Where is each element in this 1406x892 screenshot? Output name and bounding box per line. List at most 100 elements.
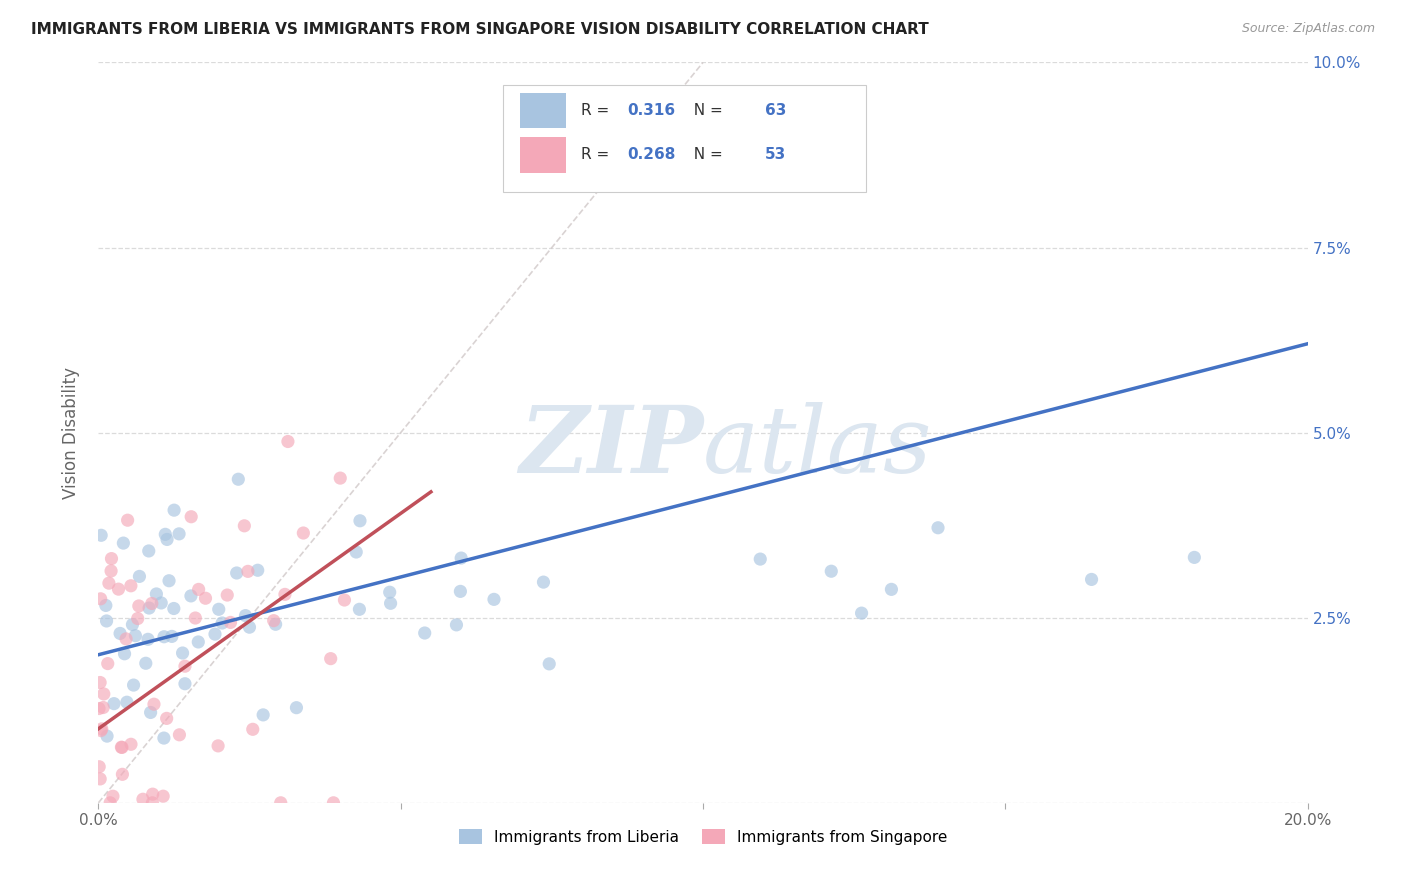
Point <box>90 528 112 542</box>
Point <box>277 434 299 449</box>
Point <box>143 697 166 711</box>
Point <box>156 711 179 725</box>
Point <box>160 629 183 643</box>
Point <box>380 596 402 610</box>
Point <box>187 635 209 649</box>
Point <box>89 772 111 786</box>
Point <box>96 614 118 628</box>
Point <box>120 579 142 593</box>
Point <box>482 592 505 607</box>
Point <box>180 589 202 603</box>
Point <box>101 789 124 804</box>
Point <box>90 722 112 736</box>
Point <box>163 601 186 615</box>
Point <box>89 760 111 774</box>
Point <box>187 582 209 597</box>
Point <box>880 582 903 597</box>
Point <box>219 615 242 630</box>
Point <box>246 563 269 577</box>
Point <box>167 526 190 541</box>
Point <box>91 700 114 714</box>
Text: atlas: atlas <box>703 402 932 492</box>
Point <box>349 514 371 528</box>
Point <box>274 587 297 601</box>
Point <box>226 472 249 486</box>
FancyBboxPatch shape <box>503 85 866 192</box>
Point <box>349 602 371 616</box>
Point <box>96 729 118 743</box>
Point <box>97 657 120 671</box>
Point <box>98 796 121 810</box>
Point <box>204 627 226 641</box>
Point <box>124 629 146 643</box>
Point <box>100 564 122 578</box>
Point <box>87 701 110 715</box>
Point <box>538 657 561 671</box>
Point <box>128 569 150 583</box>
Point <box>194 591 217 606</box>
Point <box>252 707 274 722</box>
Point <box>138 544 160 558</box>
Point <box>155 527 177 541</box>
Text: 0.268: 0.268 <box>627 147 675 162</box>
Point <box>333 593 356 607</box>
Text: ZIP: ZIP <box>519 402 703 492</box>
Text: R =: R = <box>581 147 614 162</box>
Point <box>153 630 176 644</box>
Point <box>217 588 239 602</box>
Point <box>132 792 155 806</box>
Point <box>450 551 472 566</box>
Point <box>156 533 179 547</box>
Legend: Immigrants from Liberia, Immigrants from Singapore: Immigrants from Liberia, Immigrants from… <box>453 822 953 851</box>
Point <box>174 659 197 673</box>
Point <box>820 564 842 578</box>
Point <box>329 471 352 485</box>
Point <box>120 737 142 751</box>
Point <box>236 565 259 579</box>
Point <box>136 632 159 647</box>
Point <box>115 695 138 709</box>
Point <box>142 787 165 801</box>
Point <box>135 657 157 671</box>
Point <box>322 796 344 810</box>
Text: IMMIGRANTS FROM LIBERIA VS IMMIGRANTS FROM SINGAPORE VISION DISABILITY CORRELATI: IMMIGRANTS FROM LIBERIA VS IMMIGRANTS FR… <box>31 22 929 37</box>
Point <box>1182 550 1205 565</box>
Point <box>233 518 256 533</box>
Point <box>100 551 122 566</box>
Point <box>107 582 129 596</box>
Text: 63: 63 <box>765 103 786 118</box>
Point <box>141 796 163 810</box>
Point <box>174 677 197 691</box>
Point <box>150 596 173 610</box>
Point <box>94 599 117 613</box>
Point <box>157 574 180 588</box>
Text: R =: R = <box>581 103 614 118</box>
Point <box>141 597 163 611</box>
Point <box>139 706 162 720</box>
Point <box>449 584 471 599</box>
Point <box>211 615 233 630</box>
Point <box>285 700 308 714</box>
Text: N =: N = <box>683 103 727 118</box>
Point <box>208 602 231 616</box>
Point <box>111 740 134 755</box>
Point <box>127 611 149 625</box>
Point <box>117 513 139 527</box>
Point <box>90 591 112 606</box>
Point <box>378 585 401 599</box>
Point <box>184 611 207 625</box>
Point <box>89 675 111 690</box>
Point <box>207 739 229 753</box>
Point <box>292 526 315 541</box>
Point <box>851 606 873 620</box>
Point <box>110 740 132 755</box>
Text: 0.316: 0.316 <box>627 103 675 118</box>
Point <box>172 646 194 660</box>
Point <box>235 608 257 623</box>
Point <box>122 678 145 692</box>
Point <box>446 618 468 632</box>
Point <box>163 503 186 517</box>
Point <box>263 614 285 628</box>
Point <box>238 620 260 634</box>
Text: N =: N = <box>683 147 727 162</box>
